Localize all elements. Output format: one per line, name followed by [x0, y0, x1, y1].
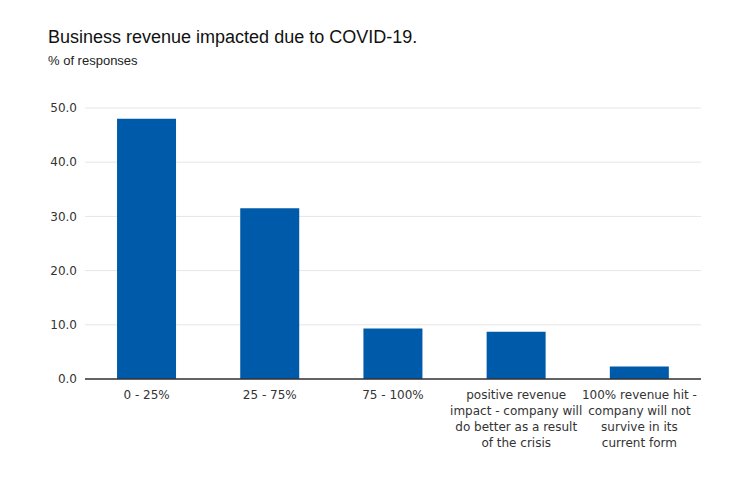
svg-text:75 - 100%: 75 - 100%: [362, 388, 424, 402]
html-text:Business revenue impacted due: Business revenue impacted due to COVID-1…: [48, 27, 418, 47]
svg-text:40.0: 40.0: [50, 155, 77, 169]
svg-text:100% revenue hit -company will: 100% revenue hit -company will notsurviv…: [582, 388, 697, 450]
svg-text:positive revenueimpact - compa: positive revenueimpact - company willdo …: [450, 388, 582, 450]
svg-text:10.0: 10.0: [50, 318, 77, 332]
svg-text:30.0: 30.0: [50, 210, 77, 224]
html-text:% of responses: % of responses: [48, 53, 138, 68]
svg-text:20.0: 20.0: [50, 264, 77, 278]
svg-text:0.0: 0.0: [58, 372, 77, 386]
svg-text:50.0: 50.0: [50, 101, 77, 115]
svg-text:25 - 75%: 25 - 75%: [243, 388, 297, 402]
svg-text:0 - 25%: 0 - 25%: [123, 388, 169, 402]
